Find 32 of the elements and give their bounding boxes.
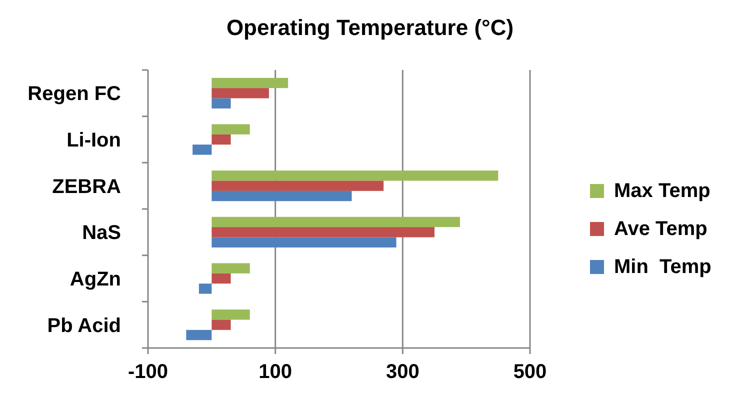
legend-label: Min Temp: [614, 256, 712, 278]
bar: [212, 180, 384, 191]
y-tick-label: ZEBRA: [52, 176, 121, 198]
bar: [212, 263, 250, 274]
bar: [192, 144, 212, 155]
bar: [212, 78, 288, 88]
bar: [212, 88, 269, 98]
bar: [212, 190, 352, 202]
bar: [198, 284, 212, 294]
bar: [212, 273, 231, 284]
x-tick-label: -100: [128, 361, 168, 383]
x-tick-label: 500: [513, 361, 547, 383]
legend-label: Ave Temp: [614, 218, 708, 240]
chart-title: Operating Temperature (°C): [226, 15, 514, 40]
bar: [212, 98, 231, 108]
y-tick-label: AgZn: [70, 268, 121, 290]
bar: [212, 227, 434, 238]
y-tick-label: NaS: [82, 222, 121, 244]
bar: [212, 310, 250, 320]
y-tick-label: Pb Acid: [47, 314, 121, 337]
bar: [212, 170, 498, 181]
bar: [186, 330, 212, 340]
x-tick-label: 300: [386, 361, 420, 383]
bar: [212, 124, 250, 134]
x-tick-label: 100: [258, 361, 292, 383]
y-tick-label: Li-Ion: [66, 130, 121, 152]
bar: [212, 134, 231, 145]
bar: [212, 320, 231, 330]
bar: [212, 216, 460, 228]
bar: [212, 237, 396, 248]
legend-label: Max Temp: [614, 180, 710, 202]
y-tick-label: Regen FC: [28, 83, 121, 106]
